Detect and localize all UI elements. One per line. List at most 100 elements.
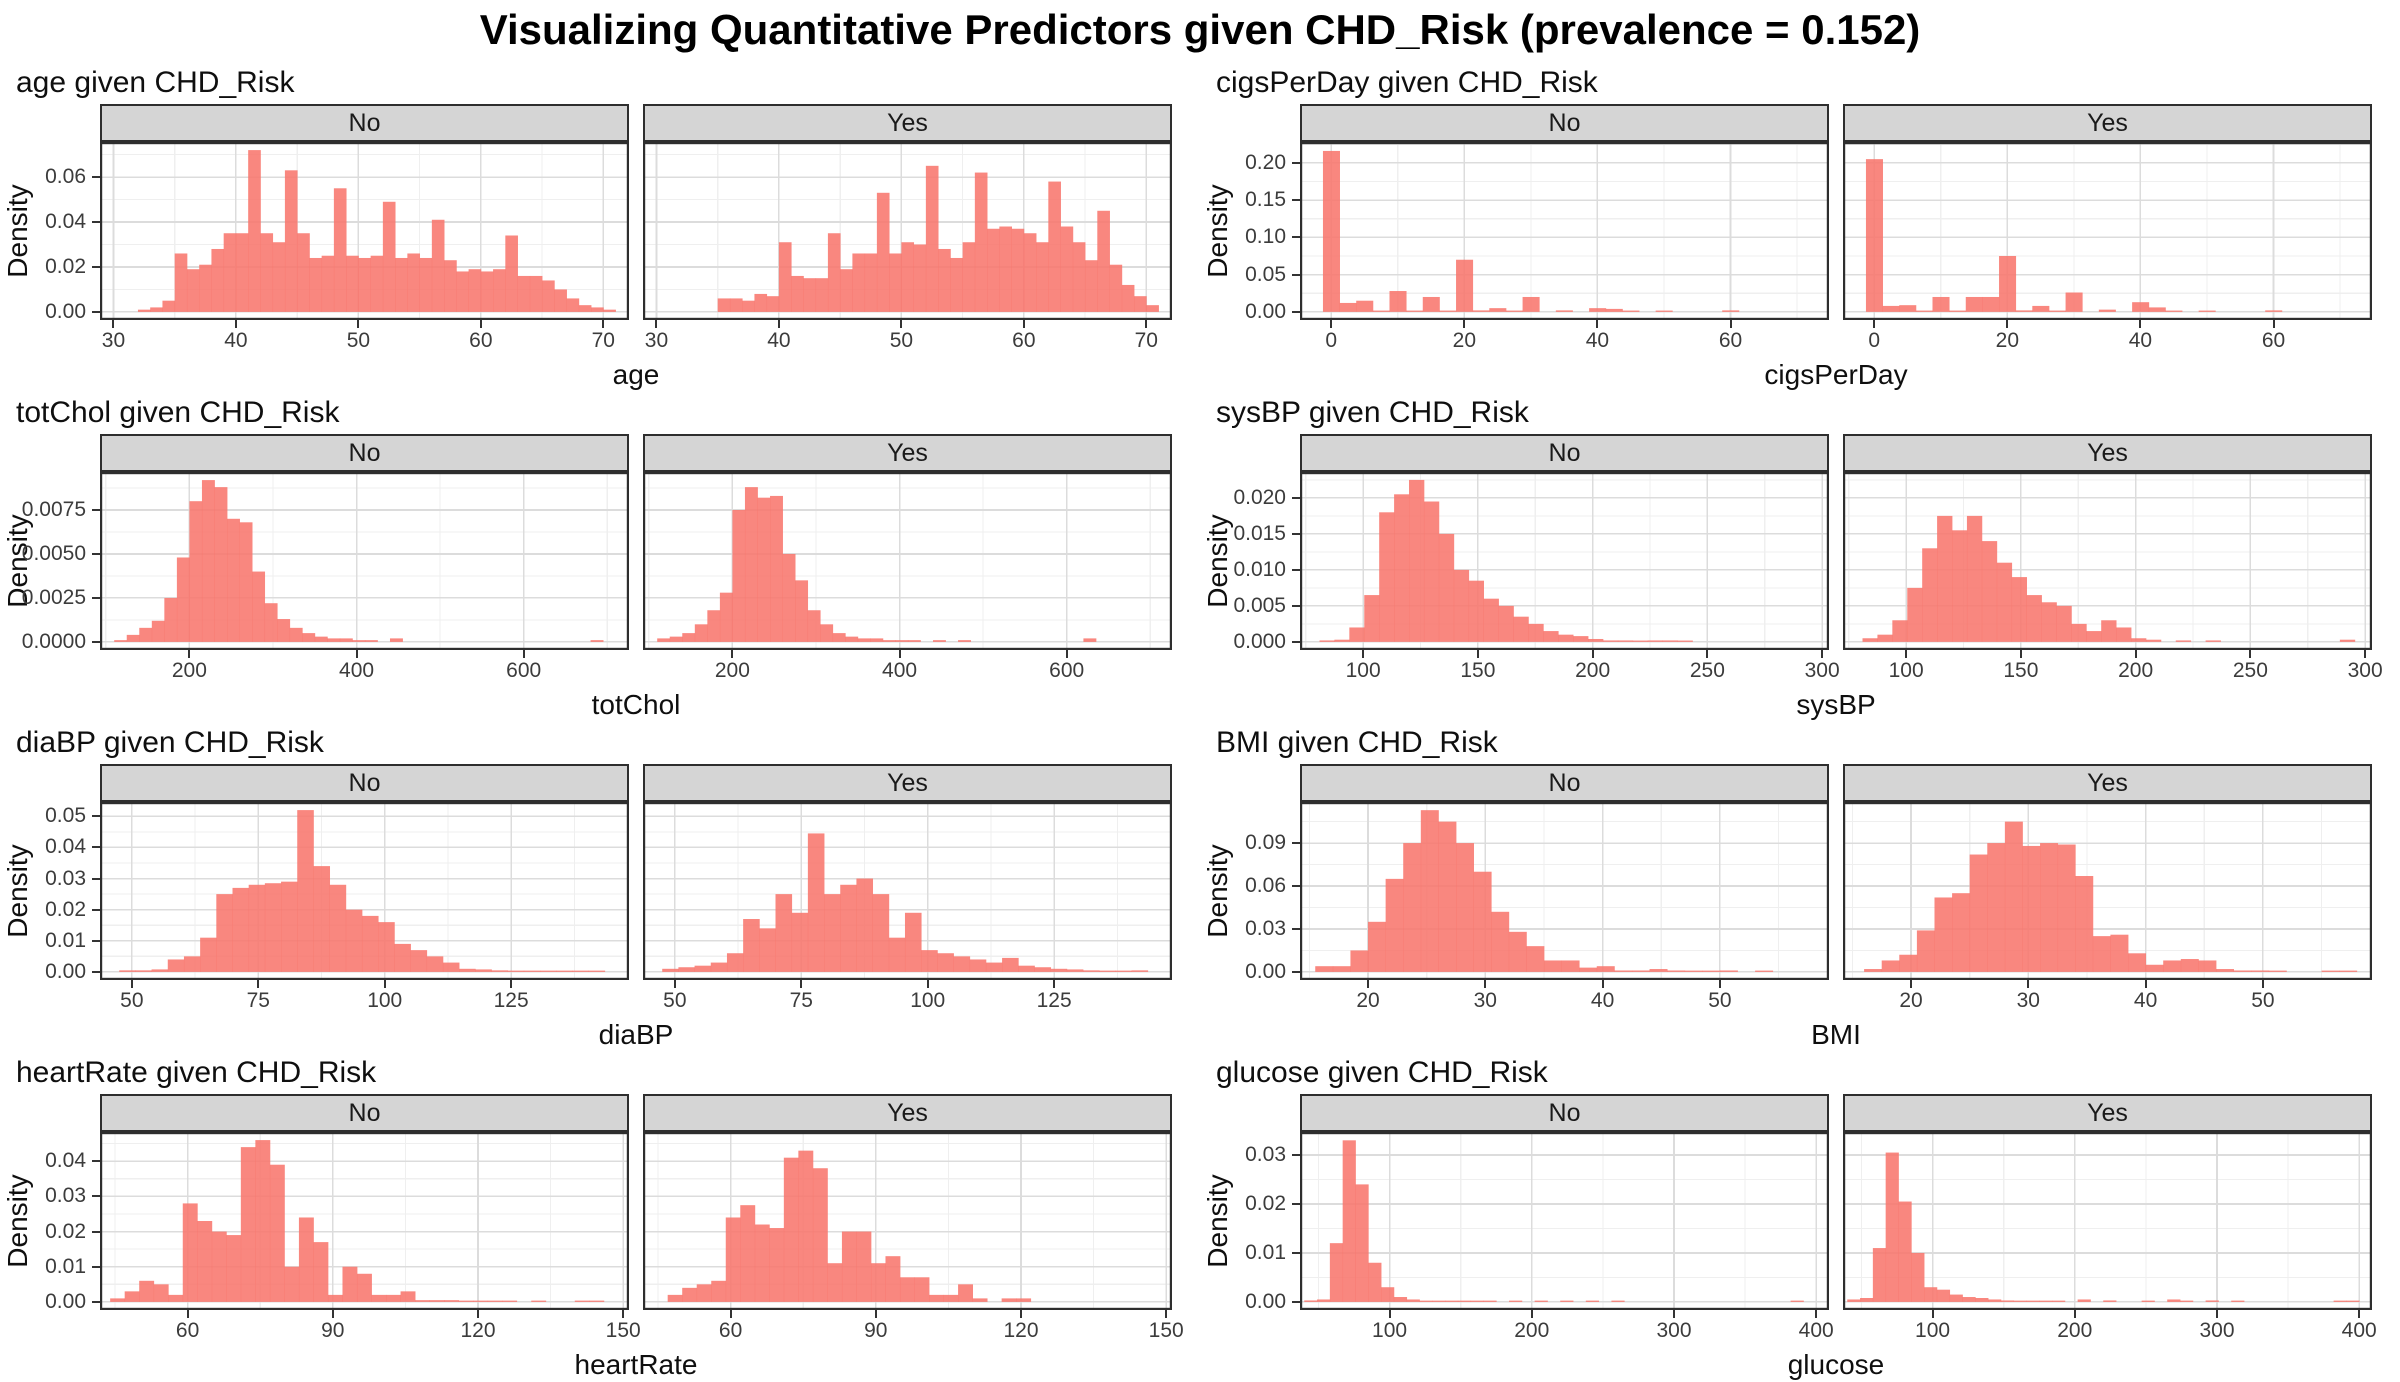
histogram-bar [542,280,555,312]
histogram-bar [729,298,743,312]
histogram-bar [260,233,274,312]
histogram-bar [2180,959,2199,972]
y-tick-mark [1292,236,1300,239]
histogram-bar [1988,1299,2002,1302]
histogram-bar [200,937,217,972]
x-tick-label: 200 [171,659,207,682]
histogram-bar [696,1284,712,1302]
histogram-bar [1483,1300,1497,1302]
histogram-bar [1473,871,1492,972]
histogram-bar [493,269,506,312]
x-tick-mark [383,980,386,988]
x-axis-title: totChol [591,689,681,720]
histogram-bar [364,640,378,642]
histogram-bar [832,633,846,642]
histogram-bar [1379,512,1395,642]
x-tick-mark [2139,320,2142,328]
histogram-bar [309,257,323,312]
facet-no: No 20 30 40 50 [1300,764,1829,1018]
x-tick-mark [1022,320,1025,328]
histogram-bar [899,1277,915,1302]
histogram-bar [572,970,589,972]
histogram-bar [475,969,492,972]
facet-strip-label: Yes [887,1098,928,1127]
histogram-bar [974,172,988,312]
x-tick-mark [1484,980,1487,988]
histogram-bar [1684,970,1703,972]
x-axis: 60 90 120 150 [643,1310,1184,1348]
histogram-bar [1121,284,1135,312]
histogram-bar [2145,639,2162,642]
histogram-bar [742,300,755,312]
histogram-bar [2101,620,2117,642]
histogram-bar [1877,634,1893,642]
histogram-bar [2180,1300,2194,1302]
y-tick-mark [1292,640,1300,643]
histogram-bar [2040,843,2059,972]
y-tick-mark [92,970,100,973]
histogram-bar [2092,936,2111,972]
facet-strip-label: No [1548,768,1581,797]
y-tick-label: 0.010 [1233,557,1286,581]
x-tick-label: 150 [1148,1319,1184,1342]
histogram-bar [1579,967,1598,972]
histogram-bar [1342,1140,1356,1302]
histogram-bar [1865,159,1883,312]
facet-strip-label: No [1548,438,1581,467]
x-tick-label: 60 [1012,329,1036,352]
x-tick-label: 300 [2347,659,2383,682]
x-axis: 100 200 300 400 [1843,1310,2377,1348]
y-tick-label: 0.03 [45,866,86,890]
histogram-bar [682,633,696,642]
histogram-bar [1847,1299,1861,1302]
histogram-bar [2233,970,2252,972]
y-tick-label: 0.00 [45,1289,86,1313]
histogram-bar [1907,587,1923,642]
y-tick-label: 0.02 [1245,1191,1286,1215]
x-tick-mark [1019,1310,1022,1318]
plot-title: sysBP given CHD_Risk [1216,396,1529,429]
plot-body: Density 0.00 0.02 0.04 0.06 No 30 40 50 60 70 Yes 30… [0,104,1200,358]
x-tick-label: 125 [493,989,529,1012]
x-tick-label: 50 [663,989,687,1012]
histogram-bar [1491,911,1510,972]
histogram-bar [1389,291,1407,312]
y-tick-mark [92,552,100,555]
histogram-bar [1472,310,1490,312]
histogram-bar [1456,843,1474,972]
histogram-bar [1085,260,1098,312]
histogram-bar [150,307,163,312]
histogram-bar [1987,843,2006,972]
y-tick-mark [1292,1251,1300,1254]
histogram-bar [1508,931,1527,972]
histogram-bar [1322,150,1340,312]
histogram-bar [932,640,946,642]
histogram-bar [189,501,203,642]
histogram-bar [1952,893,1971,972]
y-axis: Density 0.00 0.03 0.06 0.09 [1200,764,1300,1018]
y-tick-label: 0.04 [45,835,86,859]
histogram-bar [1936,1289,1951,1302]
x-tick-mark [900,320,903,328]
plot-title: heartRate given CHD_Risk [16,1056,377,1089]
plot-BMI: BMI given CHD_Risk Density 0.00 0.03 0.06 0.0… [1200,718,2400,1050]
x-axis: 30 40 50 60 70 [100,320,629,358]
histogram-bar [938,248,951,312]
facet-strip: Yes [1843,104,2372,142]
facet-strip: Yes [1843,1094,2372,1132]
facet-yes: Yes 100 200 300 400 [1843,1094,2377,1348]
y-tick-label: 0.15 [1245,188,1286,212]
x-tick-label: 50 [1708,989,1732,1012]
histogram-bar [313,1242,329,1302]
histogram-bar [529,275,543,312]
x-tick-label: 40 [224,329,248,352]
histogram-bar [1099,970,1116,972]
histogram-bar [2071,623,2087,642]
facet-strip-label: Yes [887,108,928,137]
histogram-bar [669,636,683,642]
histogram-bar [1453,569,1470,642]
facet-strip: No [1300,434,1829,472]
plot-title: cigsPerDay given CHD_Risk [1216,66,1598,99]
histogram-bar [678,967,695,972]
histogram-bar [1406,1299,1420,1302]
